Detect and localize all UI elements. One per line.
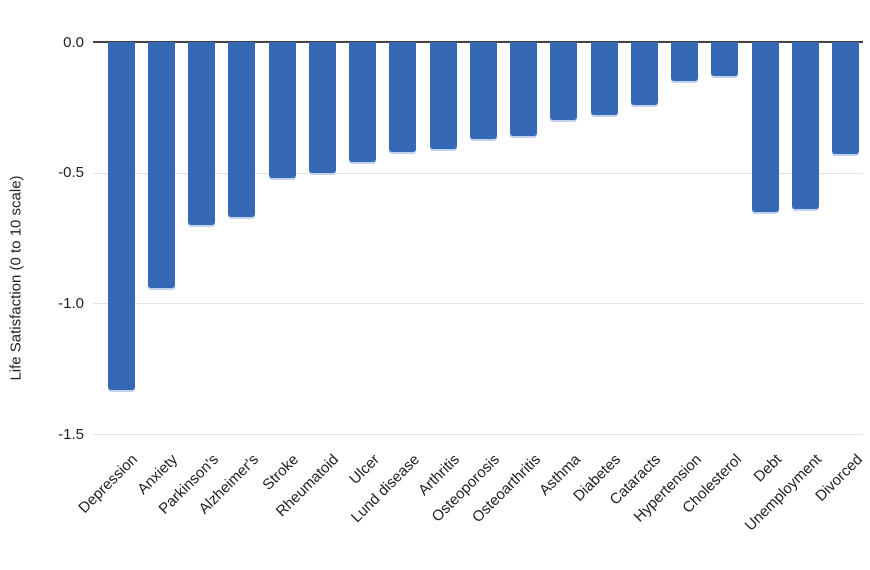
bar-cholesterol: [711, 42, 739, 76]
bar-ulcer: [349, 42, 376, 163]
bar-stroke: [268, 42, 296, 178]
gridline--1.5: [93, 434, 863, 435]
bar-diabetes: [590, 42, 618, 116]
bar-anxiety: [147, 42, 175, 288]
gridline--0.5: [93, 172, 863, 174]
bar-arthritis: [429, 42, 457, 150]
bar-lund-disease: [389, 42, 417, 152]
bar-hypertension: [671, 42, 698, 82]
y-tick-label--1.5: -1.5: [58, 425, 84, 443]
bar-cataracts: [630, 42, 658, 105]
x-label-debt: Debt: [750, 451, 786, 486]
x-label-ulcer: Ulcer: [345, 451, 383, 488]
bar-parkinson-s: [188, 42, 215, 225]
bar-asthma: [550, 42, 578, 121]
bar-alzheimer-s: [228, 42, 256, 218]
bar-divorced: [832, 42, 859, 155]
y-tick-label--0.5: -0.5: [58, 164, 84, 182]
bar-osteoarthritis: [510, 42, 537, 137]
y-axis-title: Life Satisfaction (0 to 10 scale): [7, 175, 25, 381]
y-tick-label-0.0: 0.0: [63, 33, 84, 51]
bar-rheumatoid: [308, 42, 336, 173]
gridline--1.0: [93, 303, 863, 305]
bar-osteoporosis: [469, 42, 497, 139]
bar-depression: [107, 42, 135, 390]
y-tick-label--1.0: -1.0: [58, 294, 84, 312]
bar-unemployment: [791, 42, 819, 210]
bar-debt: [751, 42, 779, 212]
x-label-depression: Depression: [75, 451, 142, 517]
